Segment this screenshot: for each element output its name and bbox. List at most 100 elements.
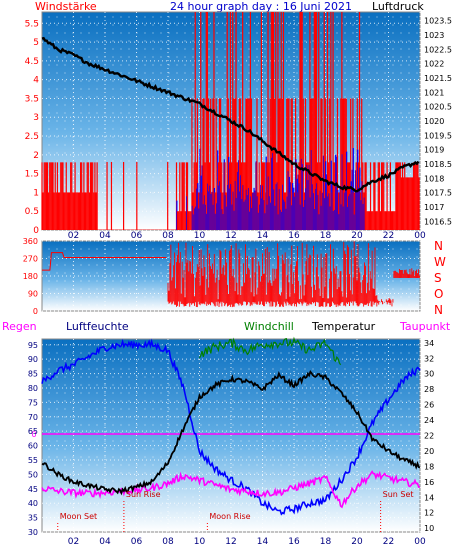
- temperature-axis-tick-label: 32: [424, 354, 434, 363]
- wind-axis-tick-label: 3.5: [25, 94, 39, 104]
- wind-axis-tick-label: 5: [33, 38, 39, 48]
- wind-axis-tick-label: 0: [33, 226, 39, 236]
- temperature-axis-tick-label: 30: [424, 370, 434, 379]
- time-axis-tick-label: 14: [257, 537, 269, 547]
- header-right-label: Luftdruck: [372, 0, 424, 13]
- compass-label-n-bottom: N: [434, 303, 443, 317]
- legend-temperatur: Temperatur: [311, 320, 376, 333]
- pressure-axis-tick-label: 1019: [424, 146, 444, 155]
- wind-axis-tick-label: 3: [33, 113, 39, 123]
- compass-label-s: S: [434, 271, 442, 285]
- wind-axis-tick-label: 1.5: [25, 170, 39, 180]
- wind-axis-tick-label: 5.5: [25, 19, 39, 29]
- temperature-axis-tick-label: 28: [424, 385, 434, 394]
- event-label: Moon Rise: [209, 512, 250, 521]
- humidity-axis-tick-label: 55: [28, 456, 38, 465]
- temperature-axis-tick-label: 12: [424, 509, 434, 518]
- direction-axis-tick-label: 90: [28, 290, 38, 299]
- pressure-axis-tick-label: 1019.5: [424, 131, 452, 140]
- temperature-axis-tick-label: 10: [424, 524, 434, 533]
- direction-axis-tick-label: 0: [33, 307, 38, 316]
- humidity-axis-tick-label: 30: [28, 528, 38, 537]
- humidity-axis-tick-label: 40: [28, 499, 38, 508]
- humidity-axis-tick-label: 70: [28, 413, 38, 422]
- humidity-axis-tick-label: 95: [28, 341, 38, 350]
- pressure-axis-tick-label: 1020: [424, 117, 444, 126]
- time-axis-tick-label: 22: [383, 231, 394, 241]
- temperature-line: [41, 369, 421, 496]
- pressure-axis-tick-label: 1017: [424, 203, 444, 212]
- windchill-line: [198, 336, 342, 366]
- humidity-axis-tick-label: 65: [28, 427, 38, 436]
- time-axis-tick-label: 20: [351, 231, 363, 241]
- temperature-axis-tick-label: 22: [424, 432, 434, 441]
- humidity-axis-tick-label: 50: [28, 470, 38, 479]
- temperature-axis-tick-label: 26: [424, 401, 434, 410]
- wind-direction-line: [42, 252, 167, 271]
- dewpoint-line: [41, 470, 421, 509]
- time-axis-tick-label: 16: [288, 537, 300, 547]
- pressure-axis-tick-label: 1022: [424, 60, 444, 69]
- time-axis-tick-label: 16: [288, 231, 300, 241]
- pressure-axis-tick-label: 1018: [424, 174, 444, 183]
- temperature-axis-tick-label: 34: [424, 339, 434, 348]
- pressure-axis-tick-label: 1017.5: [424, 189, 452, 198]
- time-axis-tick-label: 04: [99, 537, 111, 547]
- legend-regen: Regen: [2, 320, 37, 333]
- time-axis-tick-label: 10: [194, 231, 206, 241]
- time-axis-tick-label: 08: [162, 231, 174, 241]
- direction-axis-tick-label: 180: [23, 272, 38, 281]
- direction-axis-tick-label: 360: [23, 237, 38, 246]
- time-axis-tick-label: 18: [320, 231, 332, 241]
- temperature-axis-tick-label: 18: [424, 462, 434, 471]
- time-axis-tick-label: 20: [351, 537, 363, 547]
- wind-axis-tick-label: 4.5: [25, 57, 39, 67]
- time-axis-tick-label: 10: [194, 537, 206, 547]
- time-axis-tick-label: 18: [320, 537, 332, 547]
- humidity-axis-tick-label: 85: [28, 370, 38, 379]
- legend-windchill: Windchill: [244, 320, 294, 333]
- time-axis-tick-label: 00: [414, 231, 426, 241]
- time-axis-tick-label: 12: [225, 537, 236, 547]
- chart-title: 24 hour graph day : 16 Juni 2021: [170, 0, 352, 13]
- humidity-axis-tick-label: 45: [28, 485, 38, 494]
- humidity-axis-tick-label: 80: [28, 384, 38, 393]
- wind-axis-tick-label: 2: [33, 151, 39, 161]
- wind-axis-tick-label: 1: [33, 188, 39, 198]
- event-label: Moon Set: [60, 512, 97, 521]
- rain-zero-label: 0: [31, 430, 36, 439]
- pressure-axis-tick-label: 1021.5: [424, 74, 452, 83]
- pressure-axis-tick-label: 1016.5: [424, 217, 452, 226]
- event-label: Sun Rise: [126, 490, 161, 499]
- time-axis-tick-label: 22: [383, 537, 394, 547]
- wind-axis-tick-label: 2.5: [25, 132, 39, 142]
- wind-axis-tick-label: 4: [33, 76, 39, 86]
- time-axis-tick-label: 14: [257, 231, 269, 241]
- time-axis-tick-label: 02: [68, 231, 79, 241]
- pressure-axis-tick-label: 1020.5: [424, 103, 452, 112]
- temperature-axis-tick-label: 24: [424, 416, 434, 425]
- time-axis-tick-label: 04: [99, 231, 111, 241]
- temperature-axis-tick-label: 20: [424, 447, 434, 456]
- humidity-axis-tick-label: 90: [28, 355, 38, 364]
- pressure-line: [41, 36, 420, 193]
- time-axis-tick-label: 12: [225, 231, 236, 241]
- humidity-axis-tick-label: 60: [28, 442, 38, 451]
- humidity-line: [41, 338, 421, 516]
- temperature-axis-tick-label: 14: [424, 493, 434, 502]
- wind-axis-tick-label: 0.5: [25, 207, 39, 217]
- pressure-axis-tick-label: 1023.5: [424, 17, 452, 26]
- direction-axis-tick-label: 270: [23, 255, 38, 264]
- compass-label-n-top: N: [434, 239, 443, 253]
- temperature-axis-tick-label: 16: [424, 478, 434, 487]
- time-axis-tick-label: 08: [162, 537, 174, 547]
- humidity-axis-tick-label: 75: [28, 398, 38, 407]
- time-axis-tick-label: 00: [414, 537, 426, 547]
- pressure-axis-tick-label: 1018.5: [424, 160, 452, 169]
- time-axis-tick-label: 06: [131, 537, 143, 547]
- time-axis-tick-label: 02: [68, 537, 79, 547]
- pressure-axis-tick-label: 1022.5: [424, 45, 452, 54]
- pressure-axis-tick-label: 1021: [424, 88, 444, 97]
